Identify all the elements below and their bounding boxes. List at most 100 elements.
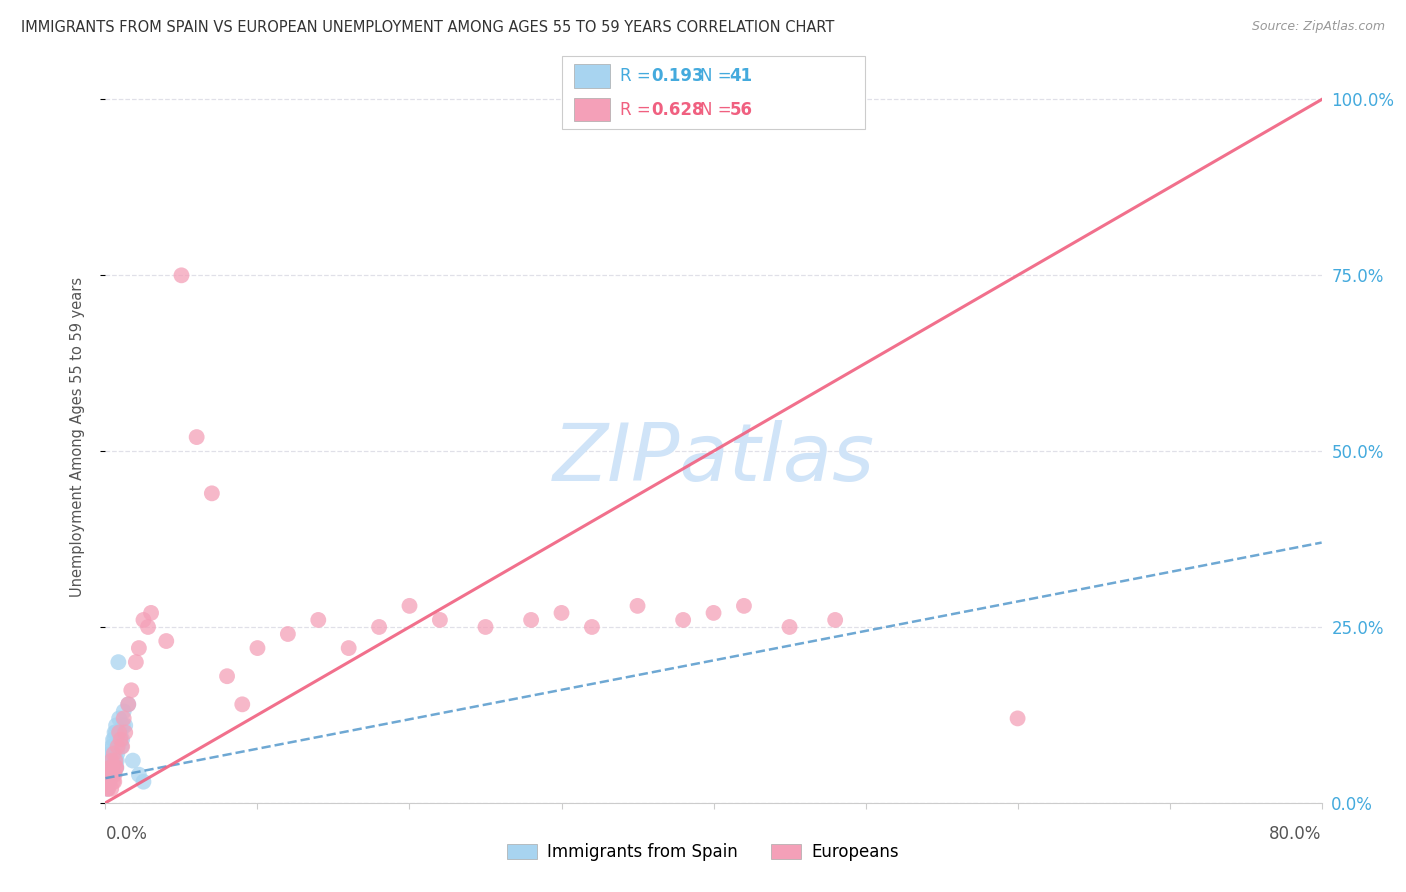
- Point: [103, 761, 125, 775]
- Point: [104, 754, 127, 768]
- Point: [120, 683, 142, 698]
- Text: 41: 41: [730, 67, 752, 85]
- Point: [1007, 711, 1029, 725]
- Point: [97, 767, 120, 781]
- Point: [103, 725, 125, 739]
- Point: [111, 739, 134, 754]
- Point: [186, 430, 208, 444]
- Point: [733, 599, 755, 613]
- Point: [101, 732, 124, 747]
- Point: [105, 718, 128, 732]
- Point: [105, 761, 128, 775]
- Text: 0.193: 0.193: [651, 67, 703, 85]
- Text: 0.628: 0.628: [651, 101, 703, 119]
- Text: 80.0%: 80.0%: [1270, 825, 1322, 843]
- Point: [98, 774, 121, 789]
- Point: [97, 767, 120, 781]
- Point: [104, 725, 127, 739]
- Point: [170, 268, 193, 283]
- Point: [96, 774, 118, 789]
- Point: [104, 754, 127, 768]
- Point: [98, 754, 121, 768]
- Point: [101, 767, 124, 781]
- Point: [779, 620, 801, 634]
- Point: [108, 711, 131, 725]
- Point: [231, 698, 253, 712]
- Text: R =: R =: [620, 101, 657, 119]
- Point: [98, 767, 121, 781]
- Point: [103, 754, 125, 768]
- Point: [307, 613, 329, 627]
- Point: [103, 767, 125, 781]
- Point: [110, 732, 132, 747]
- Point: [101, 767, 124, 781]
- Point: [217, 669, 239, 683]
- Y-axis label: Unemployment Among Ages 55 to 59 years: Unemployment Among Ages 55 to 59 years: [70, 277, 84, 597]
- Point: [368, 620, 391, 634]
- Point: [100, 747, 122, 761]
- Text: IMMIGRANTS FROM SPAIN VS EUROPEAN UNEMPLOYMENT AMONG AGES 55 TO 59 YEARS CORRELA: IMMIGRANTS FROM SPAIN VS EUROPEAN UNEMPL…: [21, 20, 835, 35]
- Point: [107, 655, 129, 669]
- Point: [111, 718, 134, 732]
- Text: N =: N =: [700, 67, 737, 85]
- Point: [398, 599, 420, 613]
- Point: [132, 774, 155, 789]
- Point: [474, 620, 496, 634]
- Point: [128, 641, 150, 656]
- Point: [101, 761, 124, 775]
- Point: [108, 725, 131, 739]
- Point: [550, 606, 572, 620]
- Point: [97, 774, 120, 789]
- Legend: Immigrants from Spain, Europeans: Immigrants from Spain, Europeans: [501, 837, 905, 868]
- Point: [107, 739, 129, 754]
- Point: [581, 620, 603, 634]
- Point: [125, 655, 148, 669]
- Text: N =: N =: [700, 101, 737, 119]
- Point: [100, 767, 122, 781]
- Text: R =: R =: [620, 67, 657, 85]
- Point: [107, 739, 129, 754]
- Point: [98, 761, 121, 775]
- Point: [672, 613, 695, 627]
- Point: [132, 613, 155, 627]
- Point: [136, 620, 159, 634]
- Point: [246, 641, 269, 656]
- Point: [96, 781, 118, 796]
- Point: [100, 739, 122, 754]
- Point: [114, 725, 136, 739]
- Point: [100, 747, 122, 761]
- Point: [98, 761, 121, 775]
- Point: [105, 754, 128, 768]
- Point: [97, 761, 120, 775]
- Point: [101, 761, 124, 775]
- Point: [112, 711, 135, 725]
- Point: [100, 781, 122, 796]
- Point: [277, 627, 299, 641]
- Point: [201, 486, 224, 500]
- Point: [105, 761, 128, 775]
- Point: [101, 774, 124, 789]
- Point: [110, 739, 132, 754]
- Point: [114, 718, 136, 732]
- Point: [117, 698, 139, 712]
- Point: [139, 606, 162, 620]
- Point: [110, 725, 132, 739]
- Point: [98, 754, 121, 768]
- Point: [103, 747, 125, 761]
- Point: [100, 754, 122, 768]
- Point: [626, 599, 648, 613]
- Point: [97, 781, 120, 796]
- Point: [97, 781, 120, 796]
- Point: [104, 761, 127, 775]
- Point: [97, 774, 120, 789]
- Point: [155, 634, 177, 648]
- Point: [337, 641, 360, 656]
- Point: [121, 754, 143, 768]
- Point: [429, 613, 451, 627]
- Text: Source: ZipAtlas.com: Source: ZipAtlas.com: [1251, 20, 1385, 33]
- Text: 56: 56: [730, 101, 752, 119]
- Point: [103, 732, 125, 747]
- Point: [108, 732, 131, 747]
- Point: [520, 613, 543, 627]
- Point: [128, 767, 150, 781]
